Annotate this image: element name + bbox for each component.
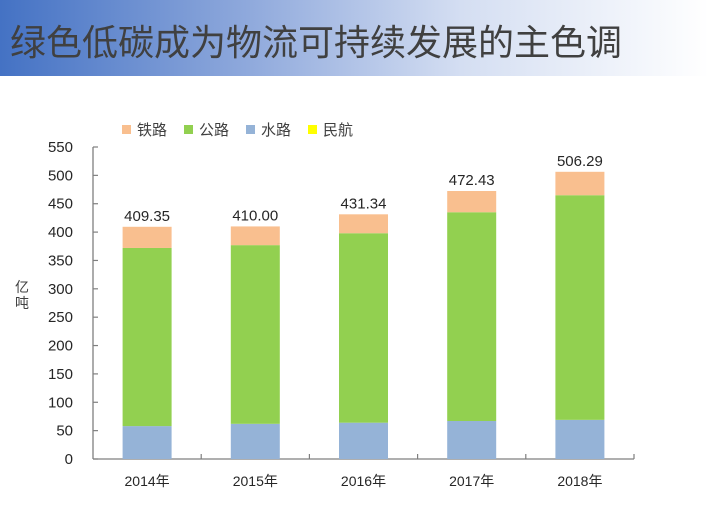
x-tick-label: 2014年 [125, 473, 170, 489]
bar-segment-水路 [230, 423, 280, 459]
legend-swatch-air [308, 124, 318, 134]
legend-label-road: 公路 [199, 120, 230, 139]
y-tick-label: 300 [48, 281, 73, 298]
y-tick-label: 0 [65, 451, 73, 468]
bar-segment-铁路 [339, 214, 388, 234]
legend-item-water: 水路 [246, 119, 291, 140]
y-tick-label: 150 [48, 366, 73, 383]
title-bar: 绿色低碳成为物流可持续发展的主色调 [0, 0, 709, 76]
bar-segment-水路 [339, 422, 388, 459]
y-tick-label: 550 [48, 139, 73, 156]
y-axis-label-line1: 亿 [15, 280, 29, 296]
bar-total-label: 409.35 [124, 208, 170, 225]
chart-legend: 铁路 公路 水路 民航 [122, 119, 370, 140]
bar-segment-公路 [447, 212, 497, 421]
bar-segment-公路 [339, 233, 388, 423]
y-tick-label: 450 [48, 196, 73, 213]
x-tick-label: 2015年 [233, 473, 278, 489]
legend-label-rail: 铁路 [137, 120, 168, 139]
legend-item-road: 公路 [184, 119, 229, 140]
legend-swatch-rail [122, 124, 131, 134]
bar-segment-水路 [122, 426, 172, 459]
bar-segment-铁路 [555, 171, 605, 196]
y-tick-label: 350 [48, 252, 73, 269]
legend-label-air: 民航 [323, 120, 354, 139]
y-tick-label: 500 [48, 167, 73, 184]
y-axis-label: 亿 吨 [14, 280, 30, 312]
bar-segment-铁路 [122, 226, 172, 248]
bar-total-label: 506.29 [557, 153, 603, 170]
bar-segment-公路 [230, 245, 280, 424]
y-axis: 0 50 100 150 200 250 300 350 400 450 500 550 [48, 139, 98, 468]
bar-segment-公路 [122, 247, 172, 427]
bar-segment-铁路 [447, 191, 497, 213]
legend-item-air: 民航 [308, 119, 353, 140]
bar-segment-公路 [555, 195, 605, 420]
y-tick-label: 100 [48, 394, 73, 411]
legend-item-rail: 铁路 [122, 119, 167, 140]
bar-total-label: 410.00 [232, 207, 278, 224]
y-axis-label-line2: 吨 [15, 296, 29, 312]
page-title: 绿色低碳成为物流可持续发展的主色调 [10, 23, 623, 64]
legend-swatch-water [246, 124, 256, 134]
y-tick-label: 50 [56, 423, 73, 440]
y-tick-label: 200 [48, 338, 73, 355]
bar-total-label: 472.43 [449, 172, 495, 189]
bars: 409.35 410.00 431.34 472.43 506.29 [122, 153, 605, 459]
bar-segment-水路 [447, 420, 497, 459]
x-tick-label: 2018年 [557, 473, 602, 489]
bar-segment-水路 [555, 419, 605, 459]
bar-segment-铁路 [230, 226, 280, 246]
legend-label-water: 水路 [261, 120, 292, 139]
x-axis: 2014年 2015年 2016年 2017年 2018年 [93, 454, 635, 489]
x-tick-label: 2016年 [341, 473, 386, 489]
y-tick-label: 250 [48, 309, 73, 326]
legend-swatch-road [184, 124, 194, 134]
y-tick-label: 400 [48, 224, 73, 241]
x-tick-label: 2017年 [449, 473, 494, 489]
bar-total-label: 431.34 [341, 195, 387, 212]
